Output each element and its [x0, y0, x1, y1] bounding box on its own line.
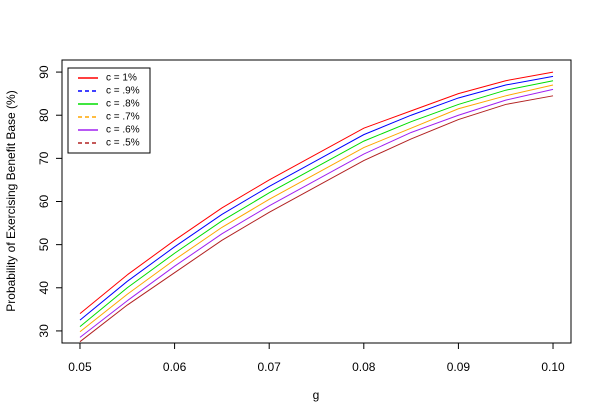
- x-axis-label: g: [313, 388, 320, 402]
- legend-label: c = 1%: [106, 73, 137, 84]
- y-tick-label: 60: [37, 195, 51, 209]
- y-tick-label: 40: [37, 281, 51, 295]
- x-tick-label: 0.09: [447, 360, 471, 374]
- x-tick-label: 0.07: [258, 360, 282, 374]
- series-line: [79, 75, 554, 321]
- legend-label: c = .8%: [106, 99, 140, 110]
- series-line: [79, 80, 554, 327]
- y-tick-label: 80: [37, 108, 51, 122]
- x-tick-label: 0.10: [541, 360, 565, 374]
- legend-box: [67, 67, 151, 154]
- x-tick-label: 0.08: [352, 360, 376, 374]
- legend: c = 1% c = .9% c = .8% c = .7% c = .6% c = .5…: [67, 67, 151, 154]
- legend-label: c = .7%: [106, 112, 140, 123]
- x-tick-label: 0.06: [163, 360, 187, 374]
- series-line: [79, 88, 554, 338]
- y-tick-label: 90: [37, 65, 51, 79]
- y-axis-label: Probability of Exercising Benefit Base (…: [4, 90, 18, 311]
- y-tick-label: 70: [37, 151, 51, 165]
- y-tick-label: 30: [37, 324, 51, 338]
- series-line: [79, 71, 554, 315]
- legend-label: c = .5%: [106, 138, 140, 149]
- legend-label: c = .9%: [106, 86, 140, 97]
- series-line: [79, 95, 554, 343]
- y-tick-label: 50: [37, 238, 51, 252]
- series-line: [79, 84, 554, 333]
- legend-label: c = .6%: [106, 125, 140, 136]
- x-tick-label: 0.05: [68, 360, 92, 374]
